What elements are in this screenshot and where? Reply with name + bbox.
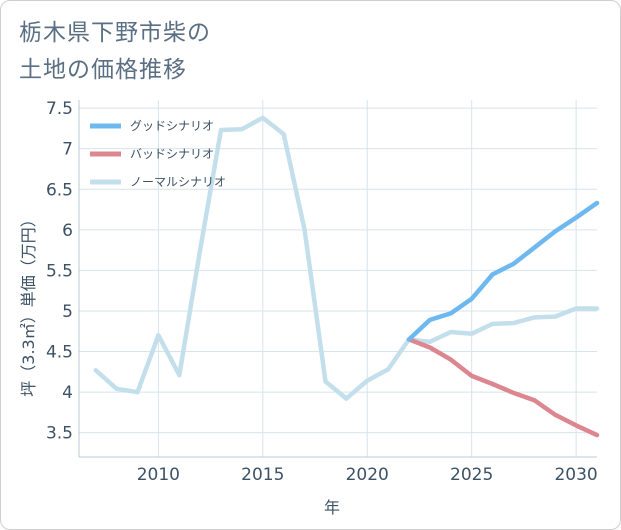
y-tick-label: 5.5 bbox=[46, 261, 73, 281]
x-tick-label: 2025 bbox=[450, 465, 493, 485]
legend-label-normal: ノーマルシナリオ bbox=[130, 175, 226, 189]
series-layer bbox=[93, 115, 600, 438]
y-axis-title: 坪（3.3㎡）単価（万円） bbox=[19, 211, 38, 396]
y-tick-label: 4 bbox=[62, 383, 73, 403]
x-tick-label: 2010 bbox=[137, 465, 180, 485]
plot-frame bbox=[78, 100, 597, 458]
y-tick-label: 4.5 bbox=[46, 343, 73, 363]
y-tick-label: 6 bbox=[62, 221, 73, 241]
x-tick-label: 2030 bbox=[554, 465, 597, 485]
legend-label-bad: バッドシナリオ bbox=[130, 147, 214, 161]
title-line-2: 土地の価格推移 bbox=[19, 57, 187, 83]
legend-label-good: グッドシナリオ bbox=[130, 119, 214, 133]
x-tick-label: 2020 bbox=[346, 465, 389, 485]
y-tick-label: 7 bbox=[62, 140, 73, 160]
x-axis-title: 年 bbox=[324, 498, 340, 517]
y-tick-label: 5 bbox=[62, 302, 73, 322]
series-line-normal bbox=[93, 115, 600, 401]
x-tick-labels: 2010 2015 2020 2025 2030 bbox=[137, 465, 598, 485]
y-tick-label: 7.5 bbox=[46, 99, 73, 119]
series-line-good bbox=[406, 200, 600, 342]
y-tick-label: 3.5 bbox=[46, 424, 73, 444]
page-title: 栃木県下野市柴の 土地の価格推移 bbox=[19, 15, 319, 89]
y-tick-labels: 3.5 4 4.5 5 5.5 6 6.5 7 7.5 bbox=[46, 99, 73, 444]
x-tick-label: 2015 bbox=[241, 465, 284, 485]
series-line-bad bbox=[406, 337, 600, 438]
y-tick-label: 6.5 bbox=[46, 180, 73, 200]
title-line-1: 栃木県下野市柴の bbox=[19, 20, 211, 46]
